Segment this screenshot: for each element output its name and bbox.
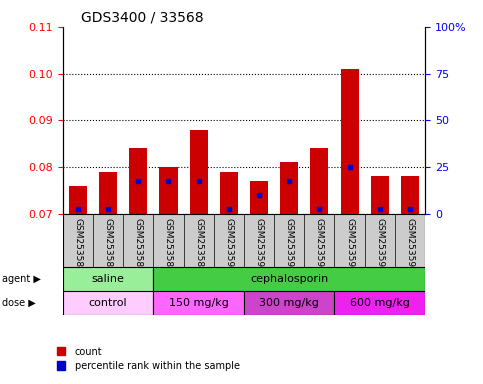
Bar [154,267,425,291]
Bar [154,291,244,315]
Text: GSM253589: GSM253589 [194,218,203,273]
Bar [129,148,147,214]
Text: 600 mg/kg: 600 mg/kg [350,298,410,308]
FancyBboxPatch shape [63,214,425,267]
Text: cephalosporin: cephalosporin [250,274,328,284]
Bar [189,129,208,214]
Bar [69,185,87,214]
Bar [341,69,358,214]
Bar [311,148,328,214]
Text: GSM253595: GSM253595 [375,218,384,273]
Bar [334,291,425,315]
Legend: count, percentile rank within the sample: count, percentile rank within the sample [53,343,243,375]
Bar [63,291,154,315]
Text: GSM253594: GSM253594 [345,218,354,273]
Bar [250,181,268,214]
Bar [371,176,389,214]
Text: GSM253591: GSM253591 [255,218,264,273]
Text: control: control [89,298,128,308]
Text: GSM253596: GSM253596 [405,218,414,273]
Bar [401,176,419,214]
Text: saline: saline [92,274,125,284]
Text: GSM253592: GSM253592 [284,218,294,273]
Bar [99,172,117,214]
Text: 150 mg/kg: 150 mg/kg [169,298,228,308]
Bar [280,162,298,214]
Bar [220,172,238,214]
Bar [159,167,178,214]
Text: GDS3400 / 33568: GDS3400 / 33568 [81,10,203,24]
Text: GSM253585: GSM253585 [73,218,83,273]
Text: GSM253586: GSM253586 [103,218,113,273]
Text: GSM253593: GSM253593 [315,218,324,273]
Text: agent ▶: agent ▶ [2,274,41,284]
Bar [63,267,154,291]
Text: GSM253590: GSM253590 [224,218,233,273]
Text: GSM253588: GSM253588 [164,218,173,273]
Text: dose ▶: dose ▶ [2,298,36,308]
Bar [244,291,334,315]
Text: 300 mg/kg: 300 mg/kg [259,298,319,308]
Text: GSM253587: GSM253587 [134,218,143,273]
